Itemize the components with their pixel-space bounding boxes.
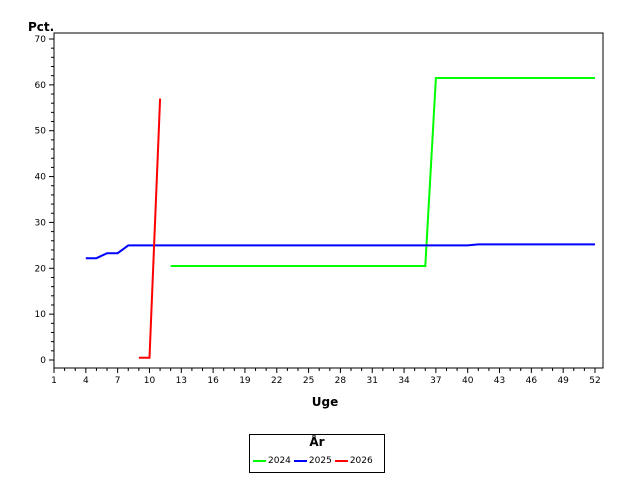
y-tick-label: 20 xyxy=(35,264,47,274)
legend-item-2026: 2026 xyxy=(334,456,373,466)
y-tick-label: 60 xyxy=(35,81,47,91)
y-tick-label: 70 xyxy=(35,35,47,45)
x-tick-label: 31 xyxy=(367,376,378,386)
series-line-2025 xyxy=(85,243,595,260)
x-tick-label: 40 xyxy=(462,376,474,386)
x-tick-label: 7 xyxy=(115,376,121,386)
y-tick-label: 10 xyxy=(35,310,47,320)
series-line-2026 xyxy=(138,98,162,359)
x-tick-label: 46 xyxy=(526,376,538,386)
y-tick-label: 50 xyxy=(35,127,47,137)
x-tick-label: 52 xyxy=(589,376,600,386)
x-tick-label: 37 xyxy=(430,376,441,386)
x-axis: 1 4 7 10 13 16 19 22 25 28 31 34 37 40 43 46 49 52 xyxy=(51,368,601,386)
x-tick-label: 1 xyxy=(51,376,57,386)
x-tick-label: 22 xyxy=(271,376,282,386)
legend-item-2025: 2025 xyxy=(293,456,332,466)
legend-item-2024: 2024 xyxy=(253,456,291,466)
x-tick-label: 16 xyxy=(207,376,219,386)
legend-items: 2024 2025 2026 xyxy=(253,456,373,466)
series-lines xyxy=(85,77,595,359)
y-tick-label: 40 xyxy=(35,173,47,183)
legend-swatch xyxy=(334,460,348,462)
y-axis: 0 10 20 30 40 50 60 70 xyxy=(35,35,54,366)
x-tick-label: 43 xyxy=(494,376,505,386)
plot-frame xyxy=(53,32,604,369)
y-tick-label: 30 xyxy=(35,218,47,228)
x-tick-label: 13 xyxy=(176,376,187,386)
x-tick-label: 34 xyxy=(398,376,410,386)
y-tick-label: 0 xyxy=(40,356,46,366)
legend-label: 2025 xyxy=(308,456,332,466)
legend-swatch xyxy=(293,460,307,462)
x-axis-title: Uge xyxy=(312,395,338,409)
legend: År 2024 2025 2026 xyxy=(249,434,385,473)
x-tick-label: 19 xyxy=(239,376,251,386)
legend-title: År xyxy=(309,435,325,449)
x-tick-label: 49 xyxy=(557,376,569,386)
y-axis-title: Pct. xyxy=(28,20,54,34)
x-tick-label: 25 xyxy=(303,376,314,386)
x-tick-label: 10 xyxy=(144,376,156,386)
x-tick-label: 4 xyxy=(83,376,89,386)
legend-label: 2024 xyxy=(268,456,291,466)
series-line-2024 xyxy=(170,77,595,267)
legend-label: 2026 xyxy=(349,456,373,466)
x-tick-label: 28 xyxy=(335,376,347,386)
legend-swatch xyxy=(253,460,266,462)
